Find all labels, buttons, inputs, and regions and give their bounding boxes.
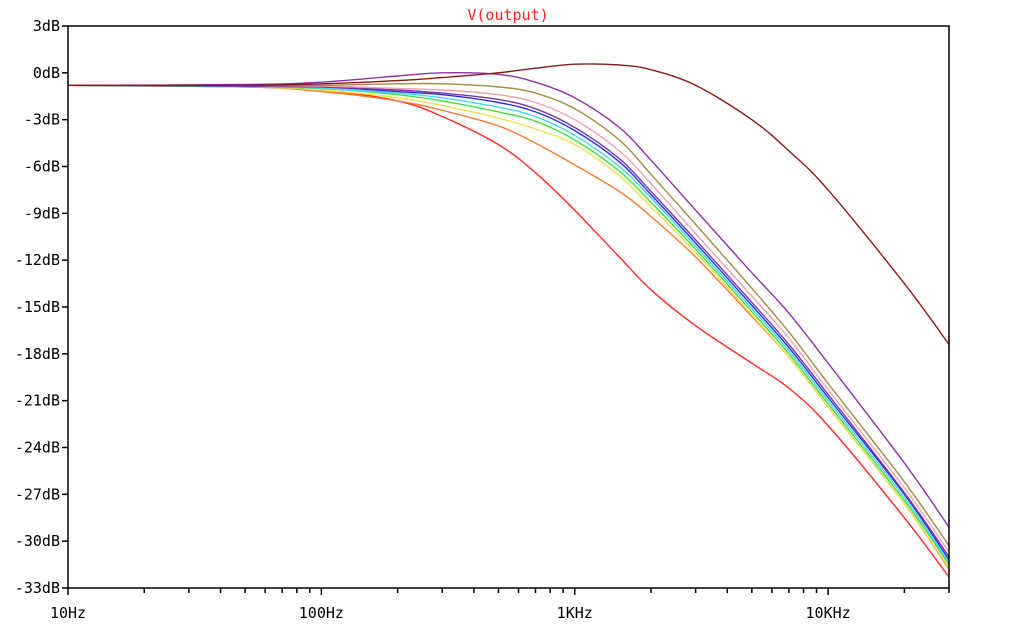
y-tick-label: 3dB: [33, 17, 60, 35]
y-tick-label: -12dB: [15, 251, 60, 269]
y-tick-label: -21dB: [15, 392, 60, 410]
y-tick-label: -24dB: [15, 439, 60, 457]
y-tick-label: -9dB: [24, 204, 60, 222]
y-tick-label: -33dB: [15, 579, 60, 597]
series-line-4: [67, 84, 950, 564]
series-line-6: [67, 84, 950, 558]
y-tick-label: -18dB: [15, 345, 60, 363]
chart-title: V(output): [467, 6, 548, 24]
series-line-3: [67, 84, 950, 565]
series-line-8: [68, 82, 950, 547]
x-tick-label: 10Hz: [50, 604, 86, 622]
x-tick-label: 10KHz: [806, 604, 851, 622]
series-line-2: [67, 84, 950, 569]
series-line-10: [67, 63, 950, 345]
plot-frame: [67, 25, 950, 589]
x-tick-label: 1KHz: [557, 604, 593, 622]
series-line-0: [67, 84, 950, 578]
series-line-9: [67, 72, 950, 528]
y-tick-label: -27dB: [15, 485, 60, 503]
axes: 3dB 0dB -3dB -6dB -9dB -12dB -15dB -18dB -21dB -2…: [15, 17, 950, 622]
series-line-1: [67, 84, 950, 570]
curves: [67, 63, 950, 578]
series-line-7: [67, 84, 950, 553]
y-tick-label: -3dB: [24, 111, 60, 129]
series-line-5: [67, 84, 950, 561]
y-tick-label: 0dB: [33, 64, 60, 82]
y-tick-label: -6dB: [24, 158, 60, 176]
y-tick-label: -30dB: [15, 532, 60, 550]
x-tick-label: 100Hz: [299, 604, 344, 622]
y-tick-label: -15dB: [15, 298, 60, 316]
